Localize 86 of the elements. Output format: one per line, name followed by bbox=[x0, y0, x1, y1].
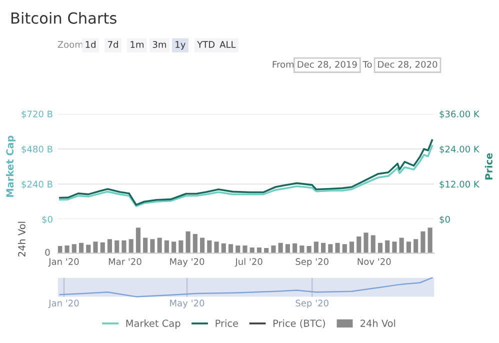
text: 0 bbox=[45, 248, 50, 256]
y2-tick-label: $12.00 K bbox=[440, 180, 480, 189]
bar bbox=[122, 240, 126, 254]
y2-axis-title: Price bbox=[484, 153, 492, 180]
bar bbox=[392, 242, 397, 254]
y2-tick-label: $0 bbox=[440, 216, 450, 224]
bar bbox=[72, 244, 76, 254]
bar bbox=[93, 242, 98, 254]
bar bbox=[349, 242, 354, 254]
bar bbox=[236, 245, 240, 254]
text: Dec 28, 2019 bbox=[298, 60, 357, 69]
x-tick-label: Jul '20 bbox=[234, 258, 262, 267]
bar bbox=[221, 243, 226, 254]
bar bbox=[292, 243, 298, 254]
bar bbox=[271, 245, 276, 254]
bar bbox=[385, 240, 390, 254]
bar bbox=[242, 245, 248, 254]
bar bbox=[114, 240, 120, 254]
x-tick-label: Nov '20 bbox=[358, 258, 391, 265]
bar bbox=[64, 245, 70, 254]
y-axis-title: Market Cap bbox=[6, 136, 16, 197]
bar bbox=[192, 234, 198, 254]
bar bbox=[207, 240, 212, 254]
x-tick-label: Jan '20 bbox=[48, 300, 79, 308]
x-tick-label: Jan '20 bbox=[48, 258, 79, 267]
bar bbox=[186, 231, 190, 254]
x-tick-label: May '20 bbox=[170, 300, 204, 308]
bar bbox=[278, 242, 283, 254]
bar bbox=[370, 235, 376, 254]
legend-label: Price (BTC) bbox=[274, 319, 325, 328]
y-tick-label: $0 bbox=[42, 216, 52, 224]
bar bbox=[420, 231, 426, 254]
bar bbox=[128, 239, 134, 254]
bar bbox=[285, 244, 290, 254]
bar bbox=[321, 242, 326, 254]
x-tick-label: Mar '20 bbox=[108, 258, 142, 265]
legend-label: Market Cap bbox=[126, 319, 180, 329]
bar bbox=[107, 239, 112, 254]
bar bbox=[136, 228, 141, 254]
bar bbox=[356, 236, 362, 254]
bar bbox=[364, 232, 368, 254]
bar bbox=[300, 245, 304, 254]
text: Dec 28, 2020 bbox=[378, 60, 438, 69]
bar bbox=[314, 242, 318, 254]
chart-title: Bitcoin Charts bbox=[11, 12, 116, 24]
text: 1d bbox=[86, 40, 96, 48]
bar bbox=[214, 242, 219, 254]
y-axis-title: 24h Vol bbox=[18, 222, 26, 256]
bar bbox=[100, 242, 105, 254]
x-tick-label: Sep '20 bbox=[296, 300, 328, 308]
y-tick-label: $720 B bbox=[22, 110, 52, 119]
bar bbox=[86, 244, 91, 254]
text: 1y bbox=[176, 41, 186, 50]
bar bbox=[178, 240, 184, 254]
bar bbox=[406, 242, 411, 254]
bar bbox=[342, 244, 347, 254]
bar bbox=[78, 242, 84, 254]
bar bbox=[328, 244, 333, 254]
y2-tick-label: $36.00 K bbox=[440, 110, 480, 119]
bar bbox=[150, 239, 155, 254]
bar bbox=[335, 242, 340, 254]
bar bbox=[157, 238, 162, 254]
bar bbox=[228, 244, 234, 254]
legend-label: Price bbox=[216, 319, 238, 327]
bar bbox=[414, 239, 418, 254]
x-tick-label: May '20 bbox=[170, 258, 204, 267]
y-tick-label: $480 B bbox=[22, 146, 52, 154]
text: ALL bbox=[220, 41, 236, 48]
y2-tick-label: $24.00 K bbox=[440, 146, 480, 154]
bar bbox=[399, 238, 404, 254]
bar bbox=[200, 238, 205, 254]
y-tick-label: $240 B bbox=[22, 180, 52, 189]
text: To bbox=[362, 61, 372, 68]
bar bbox=[172, 242, 176, 254]
text: 1m bbox=[130, 41, 144, 48]
legend-label: 24h Vol bbox=[360, 319, 396, 327]
text: 3m bbox=[152, 41, 166, 48]
x-tick-label: Sep '20 bbox=[296, 258, 328, 267]
bar bbox=[378, 242, 383, 254]
text: From bbox=[272, 61, 294, 68]
bar bbox=[164, 240, 169, 254]
text: 7d bbox=[108, 40, 118, 48]
bar bbox=[428, 228, 432, 254]
text: Zoom bbox=[58, 41, 83, 48]
bar bbox=[143, 238, 148, 254]
text: YTD bbox=[197, 41, 215, 48]
